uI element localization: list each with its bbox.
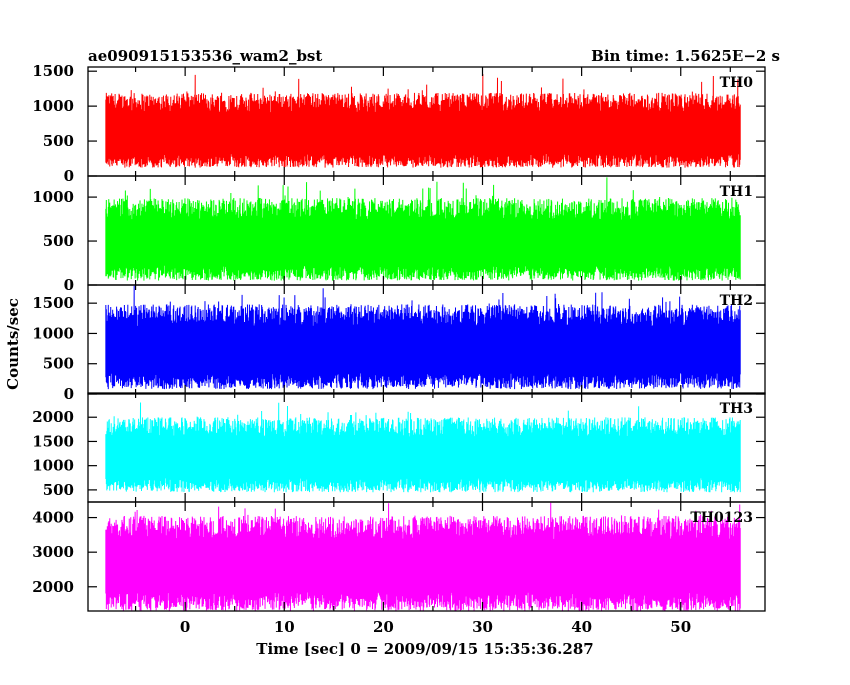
y-tick-label: 0	[64, 276, 74, 294]
y-tick-label: 0	[64, 167, 74, 185]
panel-label-th3: TH3	[720, 401, 753, 417]
panel-frame	[87, 501, 766, 612]
x-tick-labels: 0 10 20 30 40 50	[180, 618, 691, 636]
chart-title: ae090915153536_wam2_bst	[88, 47, 322, 65]
series-th3-line	[105, 402, 741, 493]
panel-th0123: 2000 3000 4000 TH0123	[32, 501, 766, 612]
y-tick-label: 1000	[32, 97, 74, 115]
y-tick-label: 3000	[32, 543, 74, 561]
panel-th0: 0 500 1000 1500 TH0	[32, 62, 766, 185]
x-tick-label: 30	[472, 618, 493, 636]
series-th1-line	[105, 177, 741, 281]
y-tick-label: 1000	[32, 457, 74, 475]
series-th0-line	[105, 74, 741, 168]
panel-label-th0123: TH0123	[690, 510, 753, 526]
x-tick-label: 40	[571, 618, 592, 636]
panel-th2: 0 500 1000 1500 TH2	[32, 284, 766, 403]
panel-frame	[87, 284, 766, 395]
y-tick-label: 4000	[32, 509, 74, 527]
y-axis-label: Counts/sec	[4, 298, 22, 390]
panels-group: 0 500 1000 1500 TH0 0 500 1000 TH1 0 500 1000 1500 TH…	[32, 62, 766, 612]
y-tick-label: 1500	[32, 432, 74, 450]
y-tick-label: 1000	[32, 188, 74, 206]
y-tick-label: 1000	[32, 324, 74, 342]
panel-th3: 500 1000 1500 2000 TH3	[32, 392, 766, 503]
panel-label-th1: TH1	[720, 184, 753, 200]
y-tick-label: 500	[43, 132, 74, 150]
y-tick-label: 2000	[32, 408, 74, 426]
x-axis-label: Time [sec] 0 = 2009/09/15 15:35:36.287	[256, 640, 593, 658]
x-tick-label: 0	[180, 618, 190, 636]
y-tick-label: 1500	[32, 62, 74, 80]
panel-th1: 0 500 1000 TH1	[32, 175, 766, 294]
series-th2-line	[105, 285, 741, 390]
y-tick-label: 500	[43, 232, 74, 250]
y-tick-label: 0	[64, 385, 74, 403]
x-tick-label: 20	[373, 618, 394, 636]
y-tick-label: 500	[43, 355, 74, 373]
y-tick-label: 2000	[32, 578, 74, 596]
y-tick-label: 1500	[32, 294, 74, 312]
x-tick-label: 50	[670, 618, 691, 636]
bin-time-label: Bin time: 1.5625E−2 s	[591, 47, 780, 65]
x-tick-label: 10	[274, 618, 295, 636]
series-th0123-line	[105, 502, 741, 611]
panel-label-th0: TH0	[720, 75, 754, 91]
panel-label-th2: TH2	[720, 293, 753, 309]
y-tick-label: 500	[43, 481, 74, 499]
